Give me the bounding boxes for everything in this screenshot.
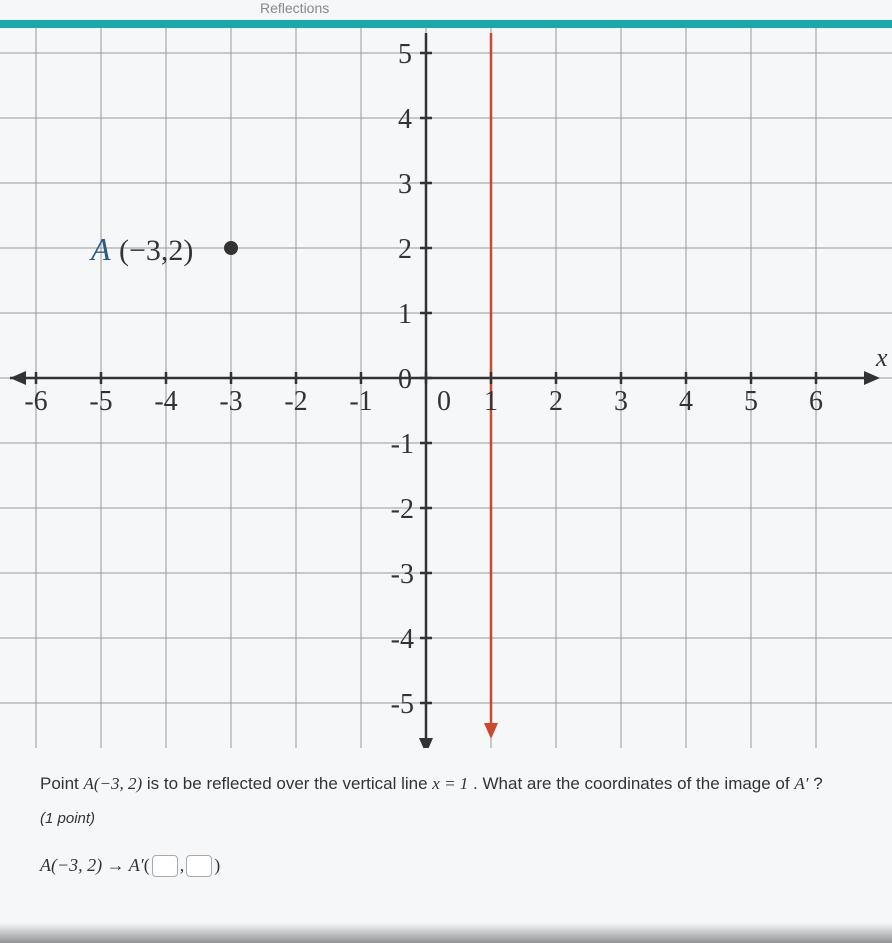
reflection-line-arrow [484, 723, 498, 739]
y-axis-arrow-down [419, 738, 433, 748]
x-tick-label: -1 [349, 386, 372, 417]
answer-sep: , [180, 851, 185, 880]
x-axis-arrow-left [10, 371, 26, 385]
question-end: ? [813, 774, 822, 793]
bottom-shadow [0, 923, 892, 943]
points-label: (1 point) [40, 807, 852, 831]
x-tick-label: -3 [219, 386, 242, 417]
x-tick-label: 5 [744, 386, 758, 417]
chart-svg: -6-5-4-3-2-11234560543210-1-2-3-4-5-6xA(… [0, 28, 892, 748]
y-tick-label: 4 [398, 104, 412, 135]
question-area: Point A(−3, 2) is to be reflected over t… [40, 770, 852, 880]
answer-box-x[interactable] [152, 855, 178, 877]
y-tick-label-neg: -4 [391, 624, 414, 655]
question-middle: is to be reflected over the vertical lin… [147, 774, 432, 793]
point-a-coords: (−3,2) [119, 234, 193, 267]
y-tick-label: 3 [398, 169, 412, 200]
x-tick-label: -2 [284, 386, 307, 417]
coordinate-plane-chart: -6-5-4-3-2-11234560543210-1-2-3-4-5-6xA(… [0, 28, 892, 748]
y-tick-label-neg: -5 [391, 689, 414, 720]
x-tick-label: 3 [614, 386, 628, 417]
answer-prefix: A(−3, 2) → A′ [40, 851, 144, 880]
question-point: A(−3, 2) [83, 774, 142, 793]
x-tick-label: 2 [549, 386, 563, 417]
question-prefix: Point [40, 774, 83, 793]
header-tab-label: Reflections [260, 0, 329, 16]
x-axis-arrow-right [864, 371, 880, 385]
x-tick-label: 6 [809, 386, 823, 417]
y-tick-label-neg: -2 [391, 494, 414, 525]
question-suffix: . What are the coordinates of the image … [473, 774, 794, 793]
question-line-eq: x = 1 [432, 774, 468, 793]
origin-zero-x: 0 [437, 386, 451, 417]
question-image-label: A′ [794, 774, 808, 793]
y-tick-label-neg: -3 [391, 559, 414, 590]
y-tick-label: 1 [398, 299, 412, 330]
x-tick-label: -5 [89, 386, 112, 417]
page-container: Reflections -6 -5 -4 -3 -2 -1 1 2 3 4 5 6 0 5 4 3 2 1 0 -1 -… [0, 0, 892, 943]
y-tick-label: 5 [398, 39, 412, 70]
x-tick-label: 1 [484, 386, 498, 417]
answer-paren-close: ) [214, 851, 220, 880]
y-tick-label-neg: -1 [391, 429, 414, 460]
x-tick-label: -6 [24, 386, 47, 417]
x-axis-label: x [875, 343, 888, 372]
x-tick-label: 4 [679, 386, 693, 417]
x-tick-label: -4 [154, 386, 177, 417]
answer-box-y[interactable] [186, 855, 212, 877]
point-a-label: A [89, 231, 111, 267]
y-tick-label: 0 [398, 364, 412, 395]
point-a [224, 241, 238, 255]
answer-line: A(−3, 2) → A′ ( , ) [40, 851, 852, 880]
question-text: Point A(−3, 2) is to be reflected over t… [40, 770, 852, 797]
y-tick-label: 2 [398, 234, 412, 265]
accent-bar [0, 20, 892, 28]
answer-paren-open: ( [144, 851, 150, 880]
